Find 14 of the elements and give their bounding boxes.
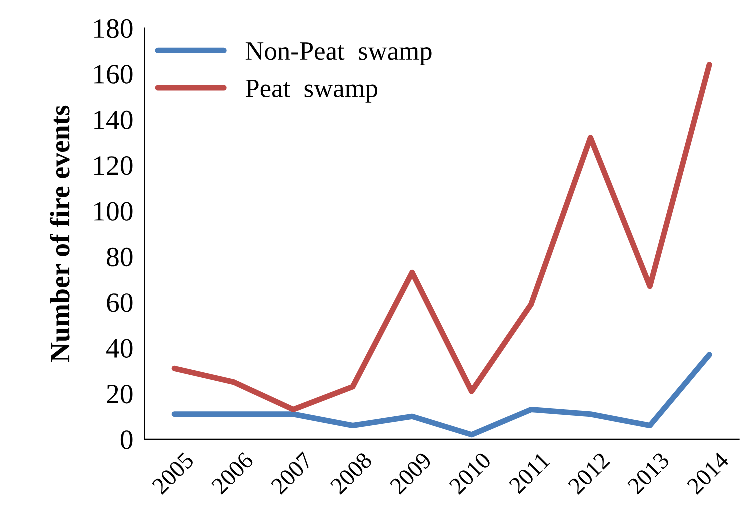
y-axis-title: Number of fire events (50, 106, 70, 362)
y-tick-label: 140 (94, 110, 133, 130)
y-tick-label: 120 (94, 156, 133, 176)
legend-label: Non-Peat swamp (246, 42, 432, 66)
y-tick-label: 20 (107, 384, 133, 404)
y-tick-label: 0 (120, 430, 133, 450)
y-tick-label: 180 (94, 19, 133, 38)
y-tick-label: 60 (107, 294, 133, 312)
x-tick-label: 2011 (508, 452, 551, 494)
legend-label: Peat swamp (246, 80, 378, 103)
y-tick-label: 160 (94, 65, 133, 84)
y-tick-label: 40 (106, 339, 133, 358)
y-tick-label: 80 (107, 248, 133, 267)
y-tick-label: 100 (94, 202, 133, 221)
